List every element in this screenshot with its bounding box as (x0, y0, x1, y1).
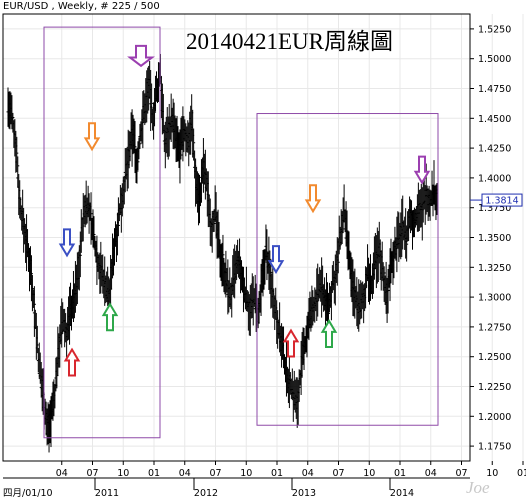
arrow-down-icon (58, 228, 76, 258)
x-tick-label: 10 (240, 468, 252, 479)
arrow-up-icon (63, 347, 81, 377)
y-tick-label: 1.2250 (478, 382, 511, 393)
candle-series (6, 53, 439, 453)
x-tick-label: 07 (86, 468, 98, 479)
x-tick-label: 07 (209, 468, 221, 479)
y-tick-label: 1.3000 (478, 293, 511, 304)
x-tick-label: 04 (425, 468, 437, 479)
arrow-up-icon (320, 318, 338, 348)
year-label: 2011 (95, 488, 119, 499)
y-tick-label: 1.4500 (478, 114, 511, 125)
annotation-box (256, 113, 439, 426)
y-tick-label: 1.4750 (478, 84, 511, 95)
y-tick-label: 1.3500 (478, 233, 511, 244)
year-label: 四月/01/10 (3, 488, 53, 499)
x-tick-label: 04 (302, 468, 314, 479)
y-tick-label: 1.5000 (478, 54, 511, 65)
y-tick-label: 1.4000 (478, 173, 511, 184)
x-tick-label: 01 (148, 468, 160, 479)
x-tick-label: 04 (56, 468, 68, 479)
x-tick-label: 10 (117, 468, 129, 479)
y-tick-label: 1.2000 (478, 412, 511, 423)
chart-header: EUR/USD , Weekly, # 225 / 500 (3, 1, 160, 12)
y-tick-label: 1.5250 (478, 24, 511, 35)
price-axis: 1.5250 1.5000 1.4750 1.4500 1.4250 1.4000 1.37… (470, 24, 511, 453)
x-tick-label: 10 (363, 468, 375, 479)
arrow-down-icon (304, 184, 322, 214)
author-signature: Joe (466, 478, 490, 497)
y-tick-label: 1.3250 (478, 263, 511, 274)
x-tick-label: 01 (517, 468, 526, 479)
annotation-arrows (58, 44, 431, 377)
y-tick-label: 1.3750 (478, 203, 511, 214)
year-label: 2014 (390, 488, 414, 499)
arrow-down-icon (267, 245, 285, 275)
chart-title: 20140421EUR周線圖 (186, 29, 393, 54)
y-tick-label: 1.1750 (478, 442, 511, 453)
x-tick-label: 07 (332, 468, 344, 479)
x-tick-label: 01 (271, 468, 283, 479)
year-label: 2013 (292, 488, 316, 499)
last-price-label: 1.3814 (485, 196, 518, 207)
arrow-down-icon (413, 155, 431, 185)
y-tick-label: 1.2750 (478, 322, 511, 333)
time-axis: 040710010407100104071001040710010407四月/0… (3, 461, 526, 499)
grid-layer (3, 14, 524, 461)
last-price-marker: 1.3814 (470, 193, 523, 207)
x-tick-label: 01 (394, 468, 406, 479)
annotation-box (43, 26, 161, 439)
y-tick-label: 1.4250 (478, 144, 511, 155)
x-tick-label: 10 (486, 468, 498, 479)
y-tick-label: 1.2500 (478, 352, 511, 363)
year-label: 2012 (194, 488, 218, 499)
x-tick-label: 04 (179, 468, 191, 479)
x-tick-label: 07 (455, 468, 467, 479)
arrow-up-icon (101, 302, 119, 332)
arrow-down-icon (127, 44, 155, 68)
arrow-up-icon (282, 328, 300, 358)
annotation-boxes (43, 26, 439, 439)
arrow-down-icon (83, 122, 101, 152)
